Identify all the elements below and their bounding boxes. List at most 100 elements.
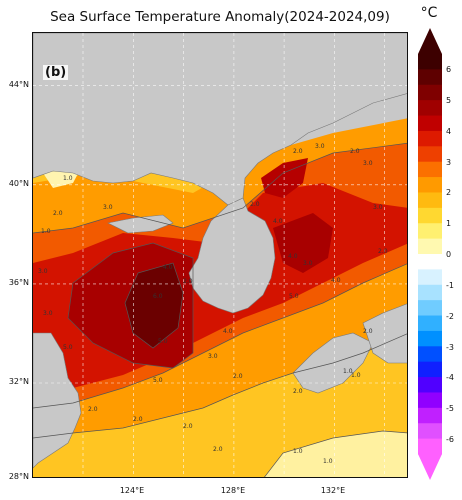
colorbar-segment: [418, 223, 442, 240]
colorbar-segment: [418, 377, 442, 393]
land-korea: [188, 197, 276, 314]
colorbar-segment: [418, 284, 442, 301]
colorbar-tick-label: 6: [446, 65, 452, 74]
colorbar-segment: [418, 407, 442, 424]
colorbar-segment: [418, 300, 442, 317]
colorbar-tick-label: 4: [446, 126, 452, 136]
contour-label: 1.0: [351, 372, 361, 379]
colorbar-segment: [418, 238, 442, 255]
lat-label-40n: 40°N: [8, 179, 29, 188]
colorbar-cap-top: [418, 28, 442, 54]
colorbar-segment: [418, 192, 442, 209]
panel-label: (b): [43, 65, 69, 80]
contour-label: 1.0: [323, 458, 333, 465]
colorbar-segment: [418, 177, 442, 193]
colorbar-tick-label: -3: [446, 342, 454, 352]
colorbar-segment: [418, 361, 442, 378]
contour-label: 2.0: [293, 388, 303, 395]
contour-label: 5.0: [289, 293, 299, 300]
contour-label: 4.0: [288, 253, 298, 260]
colorbar: [418, 28, 442, 480]
colorbar-segment: [418, 330, 442, 347]
contour-label: 3.0: [43, 310, 53, 317]
contour-label: 1.0: [63, 175, 73, 182]
colorbar-segment: [418, 84, 442, 101]
colorbar-tick-label: 5: [446, 95, 452, 105]
colorbar-segment: [418, 315, 442, 332]
colorbar-segment: [418, 346, 442, 363]
contour-label: 5.0: [158, 338, 168, 345]
colorbar-cap-bottom: [418, 454, 442, 480]
contour-label: 3.0: [38, 268, 48, 275]
colorbar-tick-label: -2: [446, 311, 454, 321]
lon-label-124e: 124°E: [119, 486, 145, 495]
colorbar-segment: [418, 423, 442, 440]
colorbar-segments: [418, 28, 442, 480]
colorbar-segment: [418, 146, 442, 163]
lon-label-128e: 128°E: [220, 486, 246, 495]
contour-lines: [33, 142, 407, 477]
colorbar-tick-label: -6: [446, 435, 454, 444]
colorbar-tick-label: 2: [446, 188, 452, 198]
sst-anomaly-map: 1.0 2.0 3.0 2.0 4.0 1.0 2.0 3.0 2.0 3.0 …: [32, 32, 408, 478]
contour-label: 1.0: [41, 228, 51, 235]
contour-label: 2.0: [133, 416, 143, 423]
colorbar-segment: [418, 130, 442, 147]
anomaly-band-pale: [264, 431, 407, 477]
contour-label: 3.0: [208, 353, 218, 360]
land-china-east: [33, 332, 82, 469]
contour-label: 4.0: [163, 264, 173, 271]
land-shandong: [107, 214, 174, 234]
contour-label: 2.0: [53, 210, 63, 217]
gridlines: [33, 33, 407, 477]
contour-label: 2.0: [183, 423, 193, 430]
contour-label: 5.0: [153, 377, 163, 384]
colorbar-segment: [418, 438, 442, 455]
colorbar-segment: [418, 254, 442, 270]
colorbar-tick-label: -1: [446, 280, 454, 290]
contour-label: 2.0: [293, 148, 303, 155]
colorbar-tick-label: -5: [446, 404, 454, 414]
lon-label-132e: 132°E: [320, 486, 346, 495]
contour-label: 2.0: [233, 373, 243, 380]
contour-label: 2.0: [350, 148, 360, 155]
contour-label: 3.0: [103, 204, 113, 211]
colorbar-segment: [418, 54, 442, 70]
lat-label-28n: 28°N: [8, 472, 29, 481]
lat-label-36n: 36°N: [8, 278, 29, 287]
contour-label: 5.0: [63, 344, 73, 351]
contour-label: 3.0: [363, 160, 373, 167]
contour-label: 4.0: [331, 277, 341, 284]
anomaly-band-6: [125, 263, 183, 348]
contour-label: 6.0: [153, 293, 163, 300]
contour-label: 2.0: [363, 328, 373, 335]
colorbar-segment: [418, 207, 442, 224]
contour-label: 2.0: [88, 406, 98, 413]
colorbar-segment: [418, 392, 442, 409]
contour-label: 2.0: [250, 201, 260, 208]
colorbar-tick-label: 1: [446, 219, 452, 229]
colorbar-tick-label: 0: [446, 250, 452, 259]
unit-label: °C: [420, 5, 438, 21]
contour-label: 3.0: [315, 143, 325, 150]
colorbar-segment: [418, 115, 442, 132]
colorbar-segment: [418, 100, 442, 117]
colorbar-tick-label: 3: [446, 157, 452, 167]
contour-label: 3.0: [303, 260, 313, 267]
lat-label-44n: 44°N: [8, 80, 29, 89]
map-title: Sea Surface Temperature Anomaly(2024-202…: [50, 9, 390, 25]
contour-label: 2.0: [378, 248, 388, 255]
colorbar-segment: [418, 269, 442, 286]
contour-label: 1.0: [343, 368, 353, 375]
contour-label: 4.0: [273, 218, 283, 225]
lat-label-32n: 32°N: [8, 377, 29, 386]
anomaly-band-5b: [273, 213, 333, 273]
contour-label: 2.0: [183, 278, 193, 285]
contour-label: 3.0: [373, 204, 383, 211]
colorbar-tick-label: -4: [446, 373, 454, 383]
contour-label: 4.0: [223, 328, 233, 335]
contour-labels: 1.0 2.0 3.0 2.0 4.0 1.0 2.0 3.0 2.0 3.0 …: [38, 143, 388, 465]
contour-label: 1.0: [293, 448, 303, 455]
colorbar-segment: [418, 69, 442, 86]
contour-label: 2.0: [213, 446, 223, 453]
